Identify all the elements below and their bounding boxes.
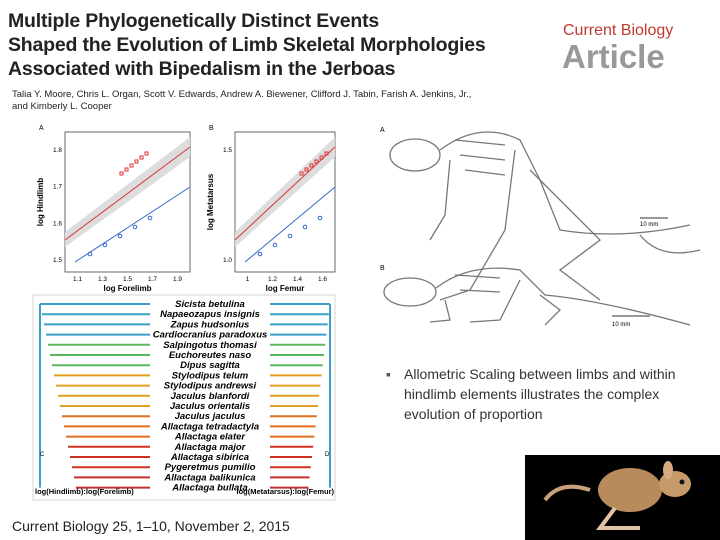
panel-label: D	[325, 452, 330, 458]
title-line: Multiple Phylogenetically Distinct Event…	[8, 10, 380, 32]
y-axis-label: log Metatarsus	[206, 173, 215, 230]
y-tick-label: 1.8	[53, 147, 62, 154]
point	[309, 163, 314, 168]
point	[299, 171, 304, 176]
species-name: Euchoreutes naso	[169, 350, 252, 361]
scale-label: 10 mm	[640, 222, 658, 228]
species-name: Pygeretmus pumilio	[165, 462, 256, 473]
fit-line	[64, 146, 191, 241]
species-name: Allactaga tetradactyla	[160, 421, 259, 432]
tree-box	[32, 294, 336, 501]
bullet-text: Allometric Scaling between limbs and wit…	[384, 364, 684, 424]
point	[319, 155, 324, 160]
x-tick-label: 1.1	[73, 276, 82, 283]
point	[139, 155, 144, 160]
species-name: Napaeozapus insignis	[160, 309, 260, 320]
x-tick-label: 1.5	[123, 276, 132, 283]
x-tick-label: 1	[246, 276, 250, 283]
panel-label: C	[40, 452, 45, 458]
species-name: Salpingotus thomasi	[163, 340, 257, 351]
skeleton-drawing	[383, 267, 691, 326]
tree-axis-label: log(Hindlimb):log(Forelimb)	[35, 487, 134, 496]
point	[102, 242, 108, 248]
species-name: Allactaga sibirica	[170, 452, 249, 463]
species-name: Allactaga bullata	[171, 483, 248, 494]
point	[87, 251, 93, 257]
jerboa-photo	[525, 455, 720, 540]
y-tick-label: 1.7	[53, 184, 62, 191]
point	[257, 251, 263, 257]
species-name: Jaculus jaculus	[175, 411, 246, 422]
title-line: Associated with Bipedalism in the Jerboa…	[8, 58, 396, 80]
point	[147, 215, 153, 221]
point	[117, 233, 123, 239]
point	[144, 151, 149, 156]
y-axis-label: log Hindlimb	[36, 178, 45, 227]
x-tick-label: 1.3	[98, 276, 107, 283]
fit-line	[244, 186, 336, 263]
tree-axis-label: log(Metatarsus):log(Femur)	[237, 487, 335, 496]
point	[302, 224, 308, 230]
species-name: Jaculus blanfordi	[171, 391, 250, 402]
journal: Current Biology	[563, 22, 674, 39]
point	[134, 159, 139, 164]
species-name: Stylodipus telum	[172, 370, 249, 381]
panel-label: A	[39, 125, 44, 132]
x-axis-label: log Forelimb	[104, 284, 152, 293]
x-tick-label: 1.9	[173, 276, 182, 283]
x-tick-label: 1.2	[268, 276, 277, 283]
plot-frame	[234, 131, 336, 273]
point	[324, 151, 329, 156]
point	[119, 171, 124, 176]
species-name: Jaculus orientalis	[170, 401, 250, 412]
citation: Current Biology 25, 1–10, November 2, 20…	[12, 518, 290, 534]
authors: and Kimberly L. Cooper	[12, 101, 112, 112]
x-tick-label: 1.7	[148, 276, 157, 283]
species-name: Allactaga balikunica	[163, 472, 255, 483]
plot-frame	[64, 131, 191, 273]
species-name: Allactaga elater	[174, 432, 247, 443]
point	[129, 163, 134, 168]
y-tick-label: 1.0	[223, 257, 232, 264]
point	[304, 167, 309, 172]
point	[317, 215, 323, 221]
point	[287, 233, 293, 239]
fit-line	[234, 146, 336, 241]
y-tick-label: 1.5	[53, 257, 62, 264]
species-name: Zapus hudsonius	[170, 319, 250, 330]
fit-band	[235, 137, 335, 247]
panel-label: B	[209, 125, 214, 132]
point	[314, 159, 319, 164]
species-name: Cardiocranius paradoxus	[153, 330, 268, 341]
authors: Talia Y. Moore, Chris L. Organ, Scott V.…	[12, 89, 472, 100]
point	[124, 167, 129, 172]
scale-label: 10 mm	[612, 322, 630, 328]
species-name: Stylodipus andrewsi	[164, 381, 257, 392]
species-name: Sicista betulina	[175, 299, 245, 310]
y-tick-label: 1.6	[53, 220, 62, 227]
x-axis-label: log Femur	[266, 284, 305, 293]
species-name: Dipus sagitta	[180, 360, 240, 371]
article-type: Article	[562, 38, 665, 75]
y-tick-label: 1.5	[223, 147, 232, 154]
x-tick-label: 1.6	[318, 276, 327, 283]
fit-line	[74, 186, 191, 263]
point	[132, 224, 138, 230]
species-name: Allactaga major	[174, 442, 247, 453]
panel-label: B	[380, 265, 385, 272]
point	[272, 242, 278, 248]
title-line: Shaped the Evolution of Limb Skeletal Mo…	[8, 34, 486, 56]
x-tick-label: 1.4	[293, 276, 302, 283]
fit-band	[65, 137, 190, 247]
panel-label: A	[380, 127, 385, 134]
skeleton-drawing	[389, 131, 701, 301]
